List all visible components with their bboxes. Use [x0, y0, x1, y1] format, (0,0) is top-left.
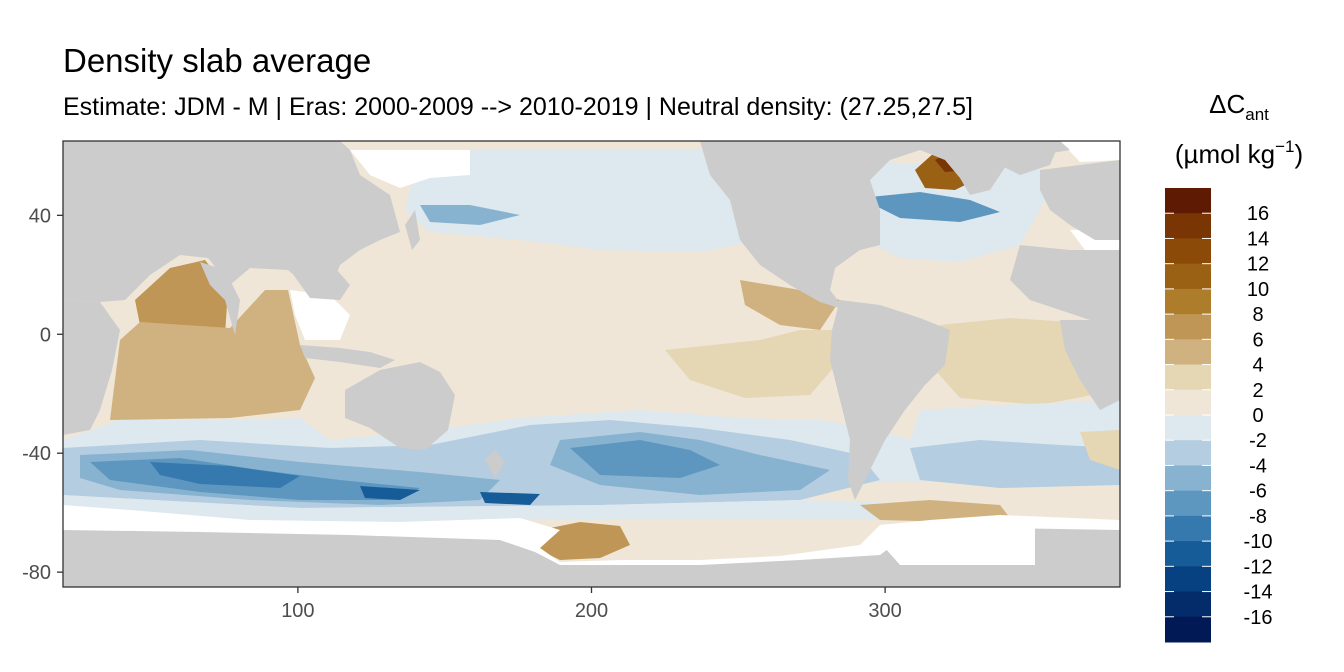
weddell-sea-patch — [860, 500, 1010, 522]
colorbar-label: -10 — [1244, 531, 1273, 553]
y-tick-label: -40 — [22, 443, 51, 465]
north-indian-patch — [110, 290, 315, 420]
nodata-indonesia — [290, 290, 350, 340]
nodata-arctic — [1060, 141, 1120, 162]
southern-ocean-deep-d — [570, 440, 720, 478]
y-tick-label: 40 — [29, 205, 51, 227]
chart-subtitle: Estimate: JDM - M | Eras: 2000-2009 --> … — [63, 93, 973, 121]
colorbar-swatch — [1165, 566, 1211, 593]
land-africa-east-edge — [1010, 245, 1120, 320]
y-tick-label: 0 — [40, 324, 51, 346]
land-india — [200, 262, 240, 335]
land-greenland — [990, 141, 1060, 175]
ross-sea-patch — [535, 522, 630, 560]
colorbar-label: 10 — [1247, 279, 1269, 301]
colorbar-label: -6 — [1249, 481, 1267, 503]
colorbar-swatch — [1165, 389, 1211, 416]
colorbar-label: -4 — [1249, 455, 1267, 477]
land-europe — [1040, 160, 1120, 240]
land-new-zealand — [485, 450, 505, 478]
colorbar-label: 4 — [1252, 355, 1263, 377]
southern-ocean-core-a — [150, 462, 300, 488]
colorbar-swatch — [1165, 339, 1211, 366]
east-pacific-coast-tan — [740, 280, 840, 330]
x-tick-label: 200 — [575, 600, 608, 622]
indian-shelf-tan — [1080, 430, 1120, 470]
colorbar-label: -2 — [1249, 430, 1267, 452]
north-atlantic-blue — [860, 192, 1000, 222]
colorbar-swatch — [1165, 541, 1211, 567]
colorbar-label: 8 — [1252, 304, 1263, 326]
y-axis: 40 0 -40 -80 — [22, 205, 63, 584]
land-japan — [405, 210, 420, 250]
southern-ocean-core-c — [480, 492, 540, 505]
legend-title: ΔCant — [1209, 89, 1269, 124]
colorbar-swatch — [1165, 314, 1211, 340]
land-australia — [345, 362, 455, 450]
colorbar-swatch — [1165, 591, 1211, 618]
southern-ocean-core-b — [360, 486, 420, 500]
colorbar-swatch — [1165, 440, 1211, 466]
y-tick-label: -80 — [22, 562, 51, 584]
southern-ocean-atlantic — [910, 440, 1120, 488]
colorbar-swatch — [1165, 616, 1211, 643]
colorbar-swatch — [1165, 238, 1211, 265]
land-south-america — [830, 300, 950, 500]
land-antarctica — [63, 528, 1120, 587]
north-pacific-band — [405, 150, 760, 252]
colorbar-label: 14 — [1247, 228, 1269, 250]
colorbar-label: 6 — [1252, 329, 1263, 351]
colorbar-swatch — [1165, 490, 1211, 517]
colorbar-swatch — [1165, 213, 1211, 239]
x-tick-label: 300 — [868, 600, 901, 622]
land-southeast-asia — [290, 262, 350, 300]
kuroshio-blue — [420, 205, 520, 225]
land-layer — [63, 141, 1120, 587]
land-africa-west — [63, 141, 400, 302]
land-north-america — [700, 141, 1070, 310]
colorbar-label: -16 — [1244, 607, 1273, 629]
colorbar-swatch — [1165, 465, 1211, 492]
colorbar-swatch — [1165, 364, 1211, 391]
colorbar-label: 0 — [1252, 405, 1263, 427]
colorbar-legend: 16 14 12 10 8 6 4 2 0 -2 -4 -6 -8 -10 -12 -14 -16 ΔCant (µ… — [1165, 89, 1303, 643]
land-africa-south — [1060, 320, 1120, 410]
east-pacific-patch — [665, 330, 840, 398]
nodata-north-pacific — [350, 150, 470, 188]
land-africa-east — [63, 300, 120, 435]
colorbar-label: -14 — [1244, 582, 1273, 604]
nodata-weddell — [885, 518, 1035, 565]
colorbar-swatch — [1165, 415, 1211, 441]
colorbar-swatch — [1165, 515, 1211, 542]
x-axis: 100 200 300 — [281, 587, 902, 622]
colorbar-label: -12 — [1244, 556, 1273, 578]
colorbar-label: 2 — [1252, 380, 1263, 402]
map-panel — [62, 140, 1121, 588]
map-layer — [63, 141, 1120, 587]
chart-title: Density slab average — [63, 42, 372, 79]
arabian-sea-patch — [135, 260, 228, 335]
land-indonesia — [300, 345, 395, 368]
colorbar-swatch — [1165, 188, 1211, 214]
x-tick-label: 100 — [281, 600, 314, 622]
colorbar-label: 16 — [1247, 203, 1269, 225]
colorbar-swatch — [1165, 288, 1211, 315]
legend-unit: (µmol kg−1) — [1175, 137, 1303, 169]
colorbar-swatch — [1165, 263, 1211, 290]
southern-ocean-outer — [63, 495, 880, 522]
colorbar-label: 12 — [1247, 254, 1269, 276]
colorbar-label: -8 — [1249, 506, 1267, 528]
